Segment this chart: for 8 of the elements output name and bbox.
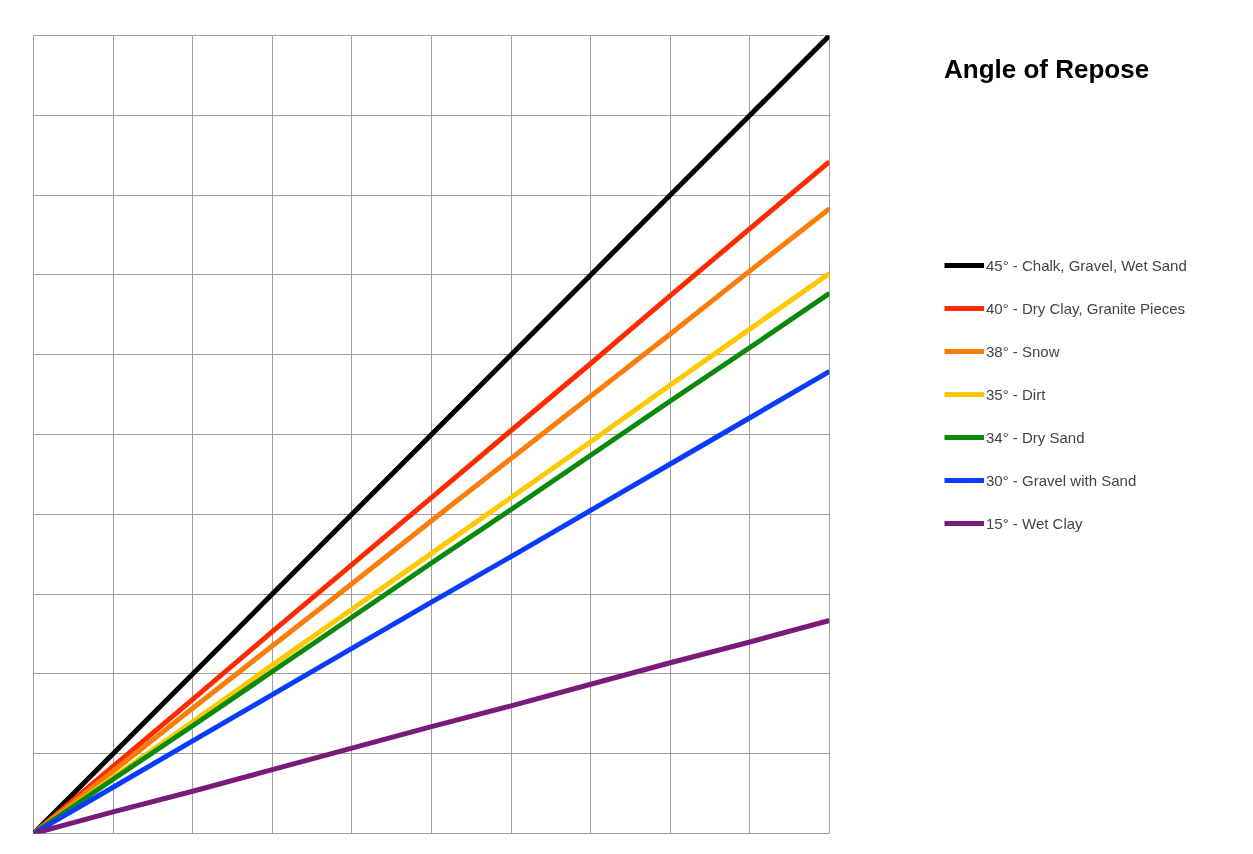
text: Angle of Repose	[944, 54, 1151, 85]
legend-label: 34° - Dry Sand	[986, 428, 1085, 446]
legend-label: 30° - Gravel with Sand	[986, 471, 1137, 489]
legend-label: 45° - Chalk, Gravel, Wet Sand	[986, 256, 1187, 274]
legend-label: 40° - Dry Clay, Granite Pieces	[986, 299, 1186, 317]
legend-label: 35° - Dirt	[986, 385, 1046, 403]
legend-label: 15° - Wet Clay	[986, 514, 1083, 532]
legend-label: 38° - Snow	[986, 342, 1060, 360]
